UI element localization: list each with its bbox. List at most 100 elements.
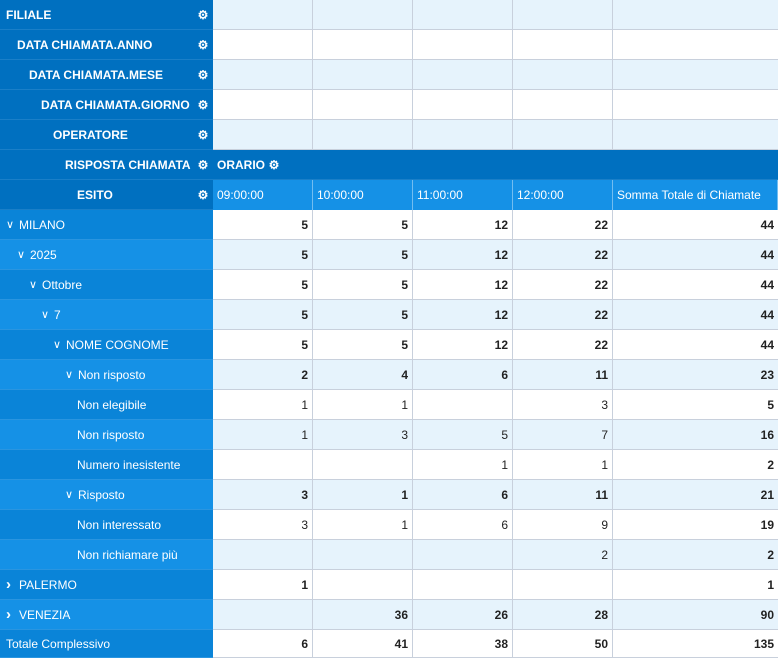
field-giorno-label: DATA CHIAMATA.GIORNO [41, 97, 190, 112]
column-header[interactable]: 12:00:00 [513, 180, 613, 210]
field-operatore[interactable]: OPERATORE ⚙ [0, 120, 213, 150]
value-cell: 11 [513, 480, 613, 510]
value-cell: 2 [213, 360, 313, 390]
row-header-label: 2025 [30, 247, 57, 262]
row-header[interactable]: ∨ 2025 [0, 240, 213, 270]
row-header[interactable]: ∨ NOME COGNOME [0, 330, 213, 360]
row-header[interactable]: ∨ 7 [0, 300, 213, 330]
table-row: Non richiamare più 2 2 [0, 540, 778, 570]
chevron-right-icon[interactable]: › [6, 606, 11, 623]
value-cell: 5 [213, 210, 313, 240]
table-row: Non interessato 3 1 6 9 19 [0, 510, 778, 540]
row-header[interactable]: ∨ Ottobre [0, 270, 213, 300]
header-empty-cell [613, 30, 778, 60]
header-empty-cell [613, 120, 778, 150]
field-filiale[interactable]: FILIALE ⚙ [0, 0, 213, 30]
row-header: Non risposto [0, 420, 213, 450]
value-cell: 5 [313, 330, 413, 360]
value-cell: 36 [313, 600, 413, 630]
chevron-down-icon[interactable]: ∨ [6, 219, 15, 231]
row-header[interactable]: › VENEZIA [0, 600, 213, 630]
field-data-chiamata-anno[interactable]: DATA CHIAMATA.ANNO ⚙ [0, 30, 213, 60]
header-row-mese: DATA CHIAMATA.MESE ⚙ [0, 60, 778, 90]
header-empty-cell [213, 0, 313, 30]
gear-icon[interactable]: ⚙ [197, 37, 209, 52]
chevron-down-icon[interactable]: ∨ [53, 339, 62, 351]
table-row: ∨ Non risposto 2 4 6 11 23 [0, 360, 778, 390]
row-header-label: MILANO [19, 217, 66, 232]
row-header: Non richiamare più [0, 540, 213, 570]
chevron-down-icon[interactable]: ∨ [41, 309, 50, 321]
chevron-down-icon[interactable]: ∨ [17, 249, 26, 261]
chevron-down-icon[interactable]: ∨ [29, 279, 38, 291]
value-cell: 5 [313, 270, 413, 300]
row-header-label: Non richiamare più [77, 547, 178, 562]
column-header[interactable]: 11:00:00 [413, 180, 513, 210]
row-header-label: Risposto [78, 487, 125, 502]
header-empty-cell [313, 0, 413, 30]
row-header[interactable]: ∨ Risposto [0, 480, 213, 510]
total-cell: 5 [613, 390, 778, 420]
value-cell: 5 [213, 330, 313, 360]
value-cell: 11 [513, 360, 613, 390]
field-risposta-chiamata[interactable]: RISPOSTA CHIAMATA ⚙ [0, 150, 213, 180]
value-cell: 50 [513, 630, 613, 658]
total-cell: 2 [613, 540, 778, 570]
chevron-right-icon[interactable]: › [6, 576, 11, 593]
gear-icon[interactable]: ⚙ [197, 97, 209, 112]
field-esito[interactable]: ESITO ⚙ [0, 180, 213, 210]
gear-icon[interactable]: ⚙ [268, 157, 280, 172]
field-filiale-label: FILIALE [6, 7, 52, 22]
value-cell [413, 570, 513, 600]
header-empty-cell [213, 90, 313, 120]
value-cell: 22 [513, 270, 613, 300]
field-data-chiamata-giorno[interactable]: DATA CHIAMATA.GIORNO ⚙ [0, 90, 213, 120]
value-cell: 5 [313, 210, 413, 240]
value-cell: 6 [413, 360, 513, 390]
gear-icon[interactable]: ⚙ [197, 187, 209, 202]
gear-icon[interactable]: ⚙ [197, 157, 209, 172]
gear-icon[interactable]: ⚙ [197, 7, 209, 22]
row-header[interactable]: › PALERMO [0, 570, 213, 600]
chevron-down-icon[interactable]: ∨ [65, 489, 74, 501]
chevron-down-icon[interactable]: ∨ [65, 369, 74, 381]
column-header[interactable]: 10:00:00 [313, 180, 413, 210]
table-row: › PALERMO 1 1 [0, 570, 778, 600]
value-cell: 12 [413, 330, 513, 360]
row-header-label: Numero inesistente [77, 457, 181, 472]
column-header-total[interactable]: Somma Totale di Chiamate [613, 180, 778, 210]
table-row: Non elegibile 1 1 3 5 [0, 390, 778, 420]
field-orario[interactable]: ORARIO ⚙ [213, 150, 778, 180]
header-empty-cell [513, 90, 613, 120]
value-cell: 22 [513, 240, 613, 270]
value-cell [213, 600, 313, 630]
value-cell: 12 [413, 270, 513, 300]
table-row: Non risposto 1 3 5 7 16 [0, 420, 778, 450]
header-empty-cell [213, 30, 313, 60]
header-empty-cell [213, 60, 313, 90]
value-cell: 41 [313, 630, 413, 658]
value-cell: 1 [413, 450, 513, 480]
row-header: Numero inesistente [0, 450, 213, 480]
total-cell: 23 [613, 360, 778, 390]
row-header-label: Non elegibile [77, 397, 147, 412]
row-header-label: Non risposto [78, 367, 146, 382]
value-cell [313, 540, 413, 570]
table-row: ∨ Ottobre 5 5 12 22 44 [0, 270, 778, 300]
field-data-chiamata-mese[interactable]: DATA CHIAMATA.MESE ⚙ [0, 60, 213, 90]
field-orario-label: ORARIO [217, 157, 265, 172]
row-header[interactable]: ∨ Non risposto [0, 360, 213, 390]
total-cell: 44 [613, 300, 778, 330]
value-cell: 5 [313, 300, 413, 330]
gear-icon[interactable]: ⚙ [197, 67, 209, 82]
header-empty-cell [313, 90, 413, 120]
header-empty-cell [313, 60, 413, 90]
table-row: ∨ MILANO 5 5 12 22 44 [0, 210, 778, 240]
row-header[interactable]: ∨ MILANO [0, 210, 213, 240]
table-row: Totale Complessivo 6 41 38 50 135 [0, 630, 778, 658]
field-anno-label: DATA CHIAMATA.ANNO [17, 37, 153, 52]
value-cell: 1 [513, 450, 613, 480]
column-header[interactable]: 09:00:00 [213, 180, 313, 210]
gear-icon[interactable]: ⚙ [197, 127, 209, 142]
